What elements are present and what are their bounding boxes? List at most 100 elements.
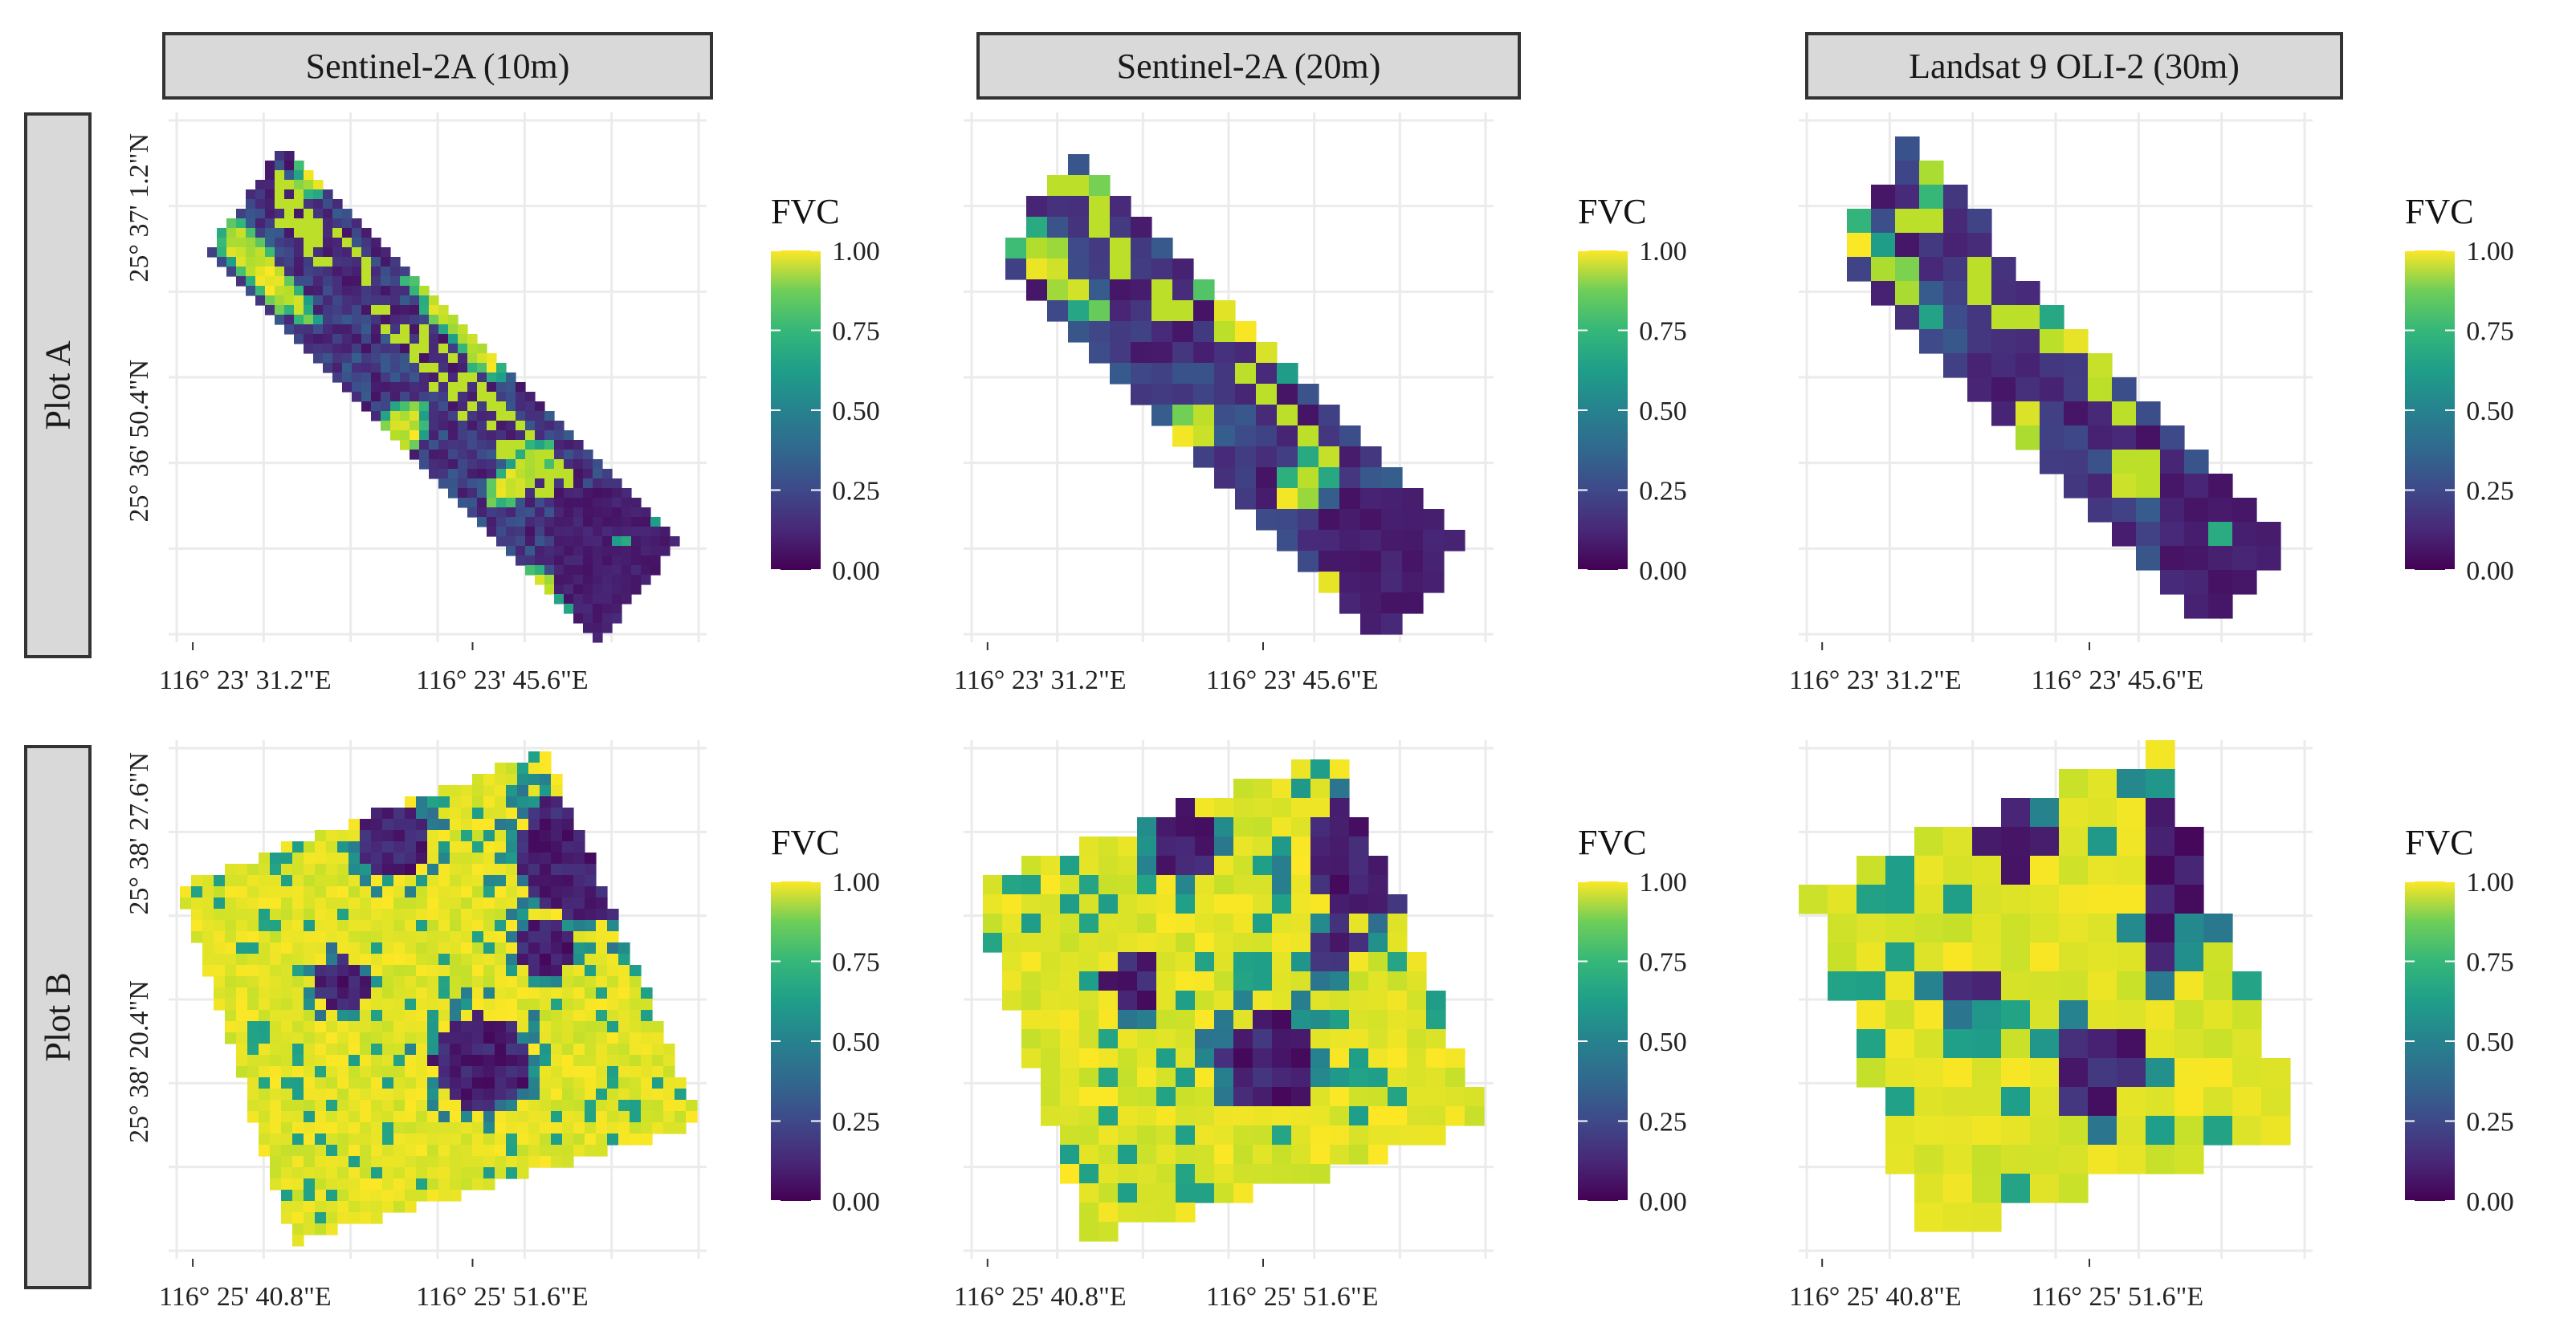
legend-tick-label: 0.00	[1639, 1187, 1687, 1217]
fvc-cell	[461, 886, 473, 898]
fvc-cell	[1319, 509, 1340, 531]
fvc-cell	[405, 976, 417, 988]
fvc-cell	[1021, 856, 1041, 876]
fvc-cell	[607, 1044, 619, 1056]
fvc-cell	[1156, 971, 1176, 991]
fvc-cell	[360, 864, 372, 876]
fvc-cell	[1233, 875, 1253, 895]
fvc-cell	[1407, 1087, 1427, 1107]
fvc-cell	[1233, 1068, 1253, 1088]
fvc-cell	[438, 909, 450, 921]
fvc-cell	[630, 1100, 642, 1112]
fvc-cell	[1060, 1068, 1080, 1088]
fvc-cell	[1021, 952, 1041, 972]
fvc-cell	[410, 450, 420, 460]
fvc-cell	[1131, 279, 1152, 301]
fvc-cell	[2175, 1116, 2204, 1146]
fvc-cell	[2059, 856, 2089, 885]
fvc-cell	[405, 987, 417, 999]
legend-tick-label: 0.50	[2466, 1028, 2514, 1057]
fvc-cell	[416, 1134, 428, 1146]
fvc-cell	[281, 1021, 293, 1033]
fvc-cell	[236, 267, 247, 277]
fvc-cell	[1319, 446, 1340, 468]
fvc-cell	[1885, 885, 1915, 914]
fvc-cell	[1895, 185, 1920, 210]
fvc-cell	[573, 536, 584, 547]
fvc-cell	[467, 372, 478, 383]
fvc-cell	[2136, 425, 2161, 450]
fvc-cell	[1360, 572, 1382, 593]
fvc-cell	[236, 864, 248, 876]
fvc-cell	[525, 488, 536, 499]
fvc-cell	[517, 920, 529, 932]
fvc-cell	[2232, 1029, 2262, 1059]
fvc-cell	[360, 1100, 372, 1112]
fvc-cell	[281, 886, 293, 898]
fvc-cell	[1151, 258, 1173, 280]
fvc-cell	[1110, 279, 1131, 301]
fvc-cell	[450, 1010, 462, 1022]
fvc-cell	[641, 565, 651, 576]
fvc-cell	[631, 507, 642, 518]
fvc-cell	[495, 909, 507, 921]
fvc-cell	[630, 1111, 642, 1123]
fvc-cell	[236, 931, 248, 943]
fvc-cell	[405, 864, 417, 876]
fvc-cell	[214, 920, 226, 932]
fvc-cell	[416, 1100, 428, 1112]
fvc-cell	[554, 584, 565, 595]
fvc-cell	[528, 1021, 540, 1033]
fvc-cell	[393, 1178, 406, 1191]
fvc-cell	[517, 886, 529, 898]
fvc-cell	[371, 305, 381, 315]
fvc-cell	[1465, 1087, 1485, 1107]
fvc-cell	[461, 819, 473, 831]
fvc-cell	[292, 1032, 304, 1044]
fvc-cell	[202, 942, 214, 954]
fvc-cell	[393, 1122, 406, 1134]
fvc-cell	[461, 864, 473, 876]
fvc-cell	[416, 830, 428, 842]
fvc-cell	[1253, 798, 1273, 818]
fvc-cell	[1943, 856, 1973, 885]
fvc-cell	[618, 1089, 630, 1101]
fvc-cell	[458, 392, 468, 402]
fvc-cell	[641, 1089, 653, 1101]
fvc-cell	[517, 841, 529, 853]
fvc-cell	[472, 954, 484, 966]
fvc-cell	[528, 1145, 540, 1157]
fvc-cell	[2016, 377, 2040, 402]
fvc-cell	[1330, 991, 1350, 1011]
fvc-cell	[1156, 875, 1176, 895]
fvc-cell	[226, 238, 237, 248]
fvc-cell	[573, 830, 585, 842]
fvc-cell	[348, 1077, 361, 1089]
fvc-cell	[663, 1122, 675, 1134]
fvc-cell	[1298, 384, 1319, 405]
fvc-cell	[202, 897, 214, 910]
fvc-cell	[247, 1111, 259, 1123]
fvc-cell	[405, 1201, 417, 1213]
fvc-cell	[284, 199, 295, 210]
fvc-cell	[1151, 238, 1173, 259]
fvc-cell	[337, 931, 349, 943]
fvc-cell	[496, 498, 507, 508]
fvc-cell	[540, 1111, 552, 1123]
fvc-cell	[371, 875, 383, 887]
fvc-cell	[544, 430, 555, 441]
fvc-cell	[304, 965, 316, 977]
column-strip-sentinel-10m: Sentinel-2A (10m)	[162, 32, 713, 100]
fvc-cell	[1137, 836, 1157, 857]
fvc-cell	[419, 382, 430, 393]
fvc-cell	[461, 920, 473, 932]
fvc-cell	[564, 546, 574, 556]
fvc-cell	[348, 965, 361, 977]
fvc-cell	[525, 527, 536, 537]
fvc-cell	[1156, 1068, 1176, 1088]
fvc-cell	[1233, 1048, 1253, 1068]
fvc-cell	[1193, 384, 1215, 405]
fvc-cell	[573, 853, 585, 865]
fvc-cell	[438, 920, 450, 932]
fvc-cell	[342, 324, 353, 335]
